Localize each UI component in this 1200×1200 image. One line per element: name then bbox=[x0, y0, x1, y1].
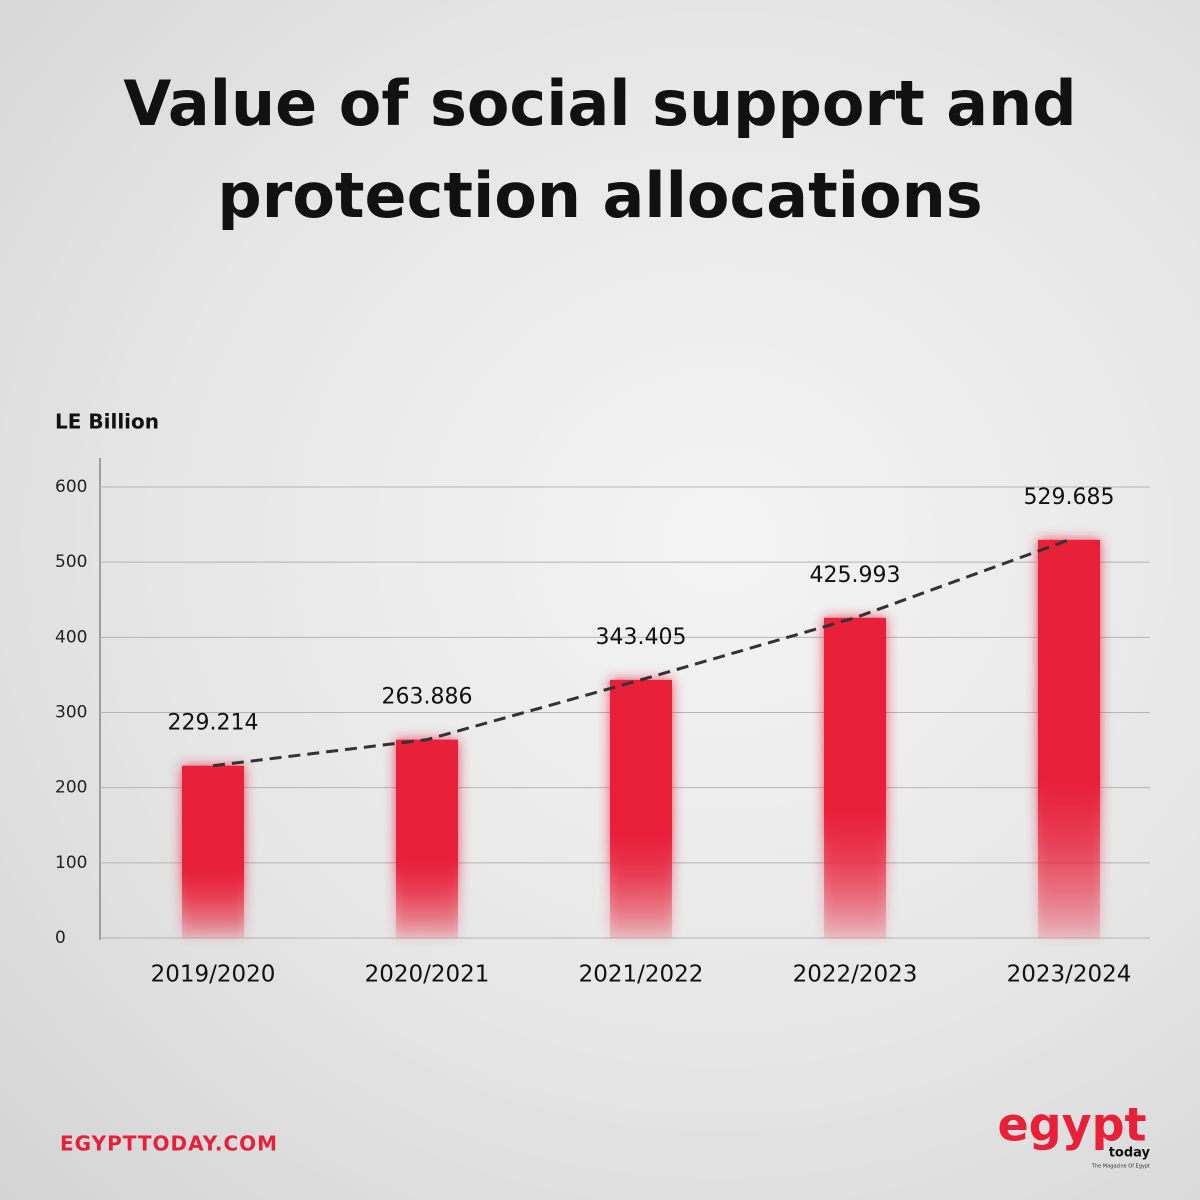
y-tick-label: 400 bbox=[55, 627, 87, 647]
x-tick-label: 2019/2020 bbox=[151, 962, 276, 988]
y-tick-label: 200 bbox=[55, 778, 87, 798]
trend-line bbox=[212, 538, 1070, 768]
bar bbox=[182, 765, 244, 938]
x-tick-label: 2021/2022 bbox=[579, 962, 704, 988]
bar bbox=[610, 679, 672, 938]
y-tick-label: 600 bbox=[55, 477, 87, 497]
x-tick-label: 2020/2021 bbox=[365, 962, 490, 988]
bar bbox=[396, 739, 458, 938]
logo-tagline: The Magazine Of Egypt bbox=[1091, 1164, 1150, 1170]
logo-sub: today bbox=[1109, 1146, 1151, 1161]
value-label: 229.214 bbox=[168, 711, 259, 736]
bar bbox=[824, 617, 886, 938]
y-axis-label: LE Billion bbox=[55, 410, 159, 434]
value-label: 343.405 bbox=[596, 625, 687, 650]
y-tick-label: 100 bbox=[55, 853, 87, 873]
value-label: 529.685 bbox=[1024, 485, 1115, 510]
value-label: 263.886 bbox=[382, 685, 473, 710]
logo: egypt bbox=[997, 1098, 1146, 1152]
website: EGYPTTODAY.COM bbox=[60, 1132, 278, 1156]
value-label: 425.993 bbox=[810, 563, 901, 588]
bar bbox=[1038, 539, 1100, 938]
y-tick-label: 300 bbox=[55, 703, 87, 723]
x-tick-label: 2023/2024 bbox=[1007, 962, 1132, 988]
y-tick-label: 500 bbox=[55, 552, 87, 572]
y-tick-label: 0 bbox=[55, 928, 66, 948]
x-tick-label: 2022/2023 bbox=[793, 962, 918, 988]
chart-title: Value of social support and protection a… bbox=[123, 67, 1077, 232]
